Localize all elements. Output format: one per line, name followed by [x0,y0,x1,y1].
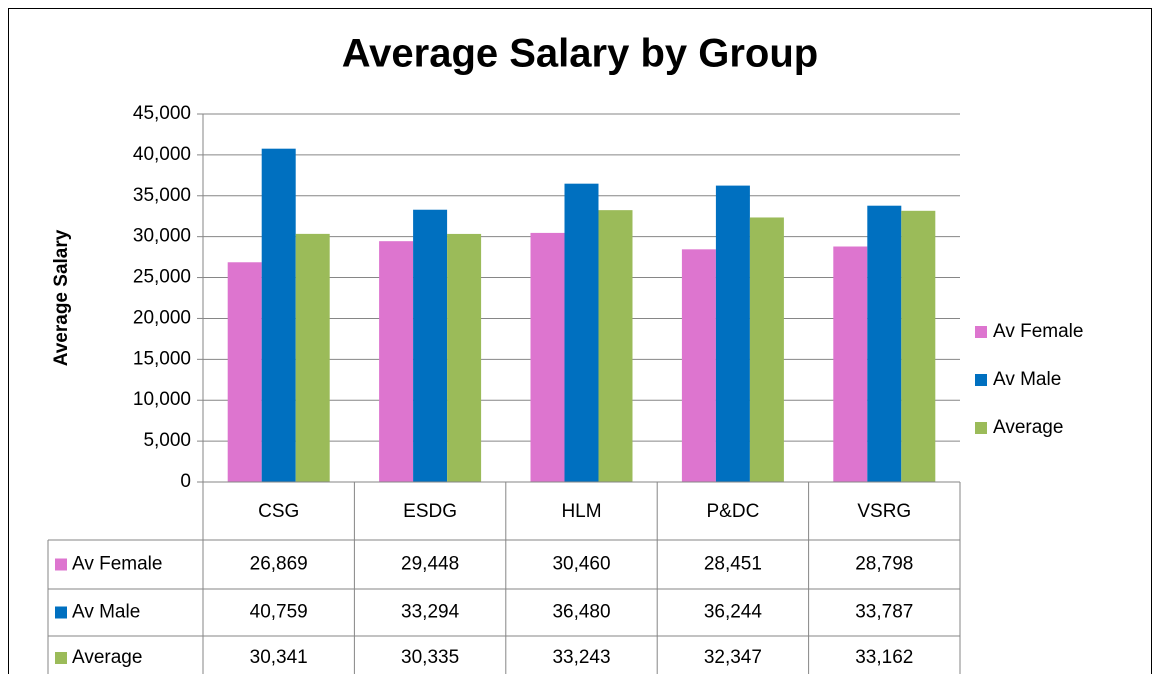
table-cell: 30,335 [401,647,459,668]
y-tick-label: 40,000 [133,144,191,165]
x-tick-label: ESDG [403,501,457,522]
bar [413,209,448,482]
table-cell: 33,162 [855,647,913,668]
x-tick-label: HLM [561,501,601,522]
legend-label: Av Male [993,369,1061,390]
y-tick-label: 20,000 [133,307,191,328]
y-tick-label: 35,000 [133,185,191,206]
y-tick-label: 25,000 [133,267,191,288]
y-tick-label: 15,000 [133,348,191,369]
table-cell: 30,341 [250,647,308,668]
y-tick-label: 30,000 [133,226,191,247]
bar [227,262,262,482]
table-cell: 33,787 [855,602,913,623]
table-cell: 26,869 [250,554,308,575]
table-row-label: Average [72,647,142,668]
bar [564,183,599,482]
x-tick-label: CSG [258,501,299,522]
legend-swatch [975,326,987,338]
legend-label: Average [993,417,1063,438]
bar [295,233,330,482]
bar [379,241,414,482]
table-cell: 36,244 [704,602,763,623]
bar [261,148,296,483]
legend-swatch [975,422,987,434]
legend-label: Av Female [993,321,1083,342]
x-tick-label: VSRG [857,501,911,522]
bar [681,249,716,482]
table-legend-swatch [55,606,67,619]
table-legend-swatch [55,558,67,571]
table-row-label: Av Male [72,602,140,623]
table-cell: 29,448 [401,554,459,575]
chart-border [8,8,1152,674]
table-cell: 30,460 [552,554,610,575]
table-legend-swatch [55,652,67,664]
bar [598,210,633,483]
table-cell: 32,347 [704,647,762,668]
bar [749,217,784,482]
table-cell: 33,243 [552,647,610,668]
bar [530,232,565,482]
y-tick-label: 0 [180,471,191,492]
bar [715,185,750,483]
table-cell: 33,294 [401,602,460,623]
legend-swatch [975,374,987,386]
bar [867,205,902,482]
y-tick-label: 5,000 [143,430,191,451]
table-cell: 28,798 [855,554,913,575]
table-cell: 28,451 [704,554,762,575]
table-row-label: Av Female [72,554,162,575]
table-cell: 36,480 [552,602,610,623]
bar [447,233,482,482]
bar [833,246,868,482]
y-tick-label: 10,000 [133,389,191,410]
x-tick-label: P&DC [707,501,760,522]
y-axis-label: Average Salary [51,229,72,366]
table-cell: 40,759 [250,602,308,623]
chart-title: Average Salary by Group [342,32,818,76]
bar [901,210,936,482]
y-tick-label: 45,000 [133,103,191,124]
